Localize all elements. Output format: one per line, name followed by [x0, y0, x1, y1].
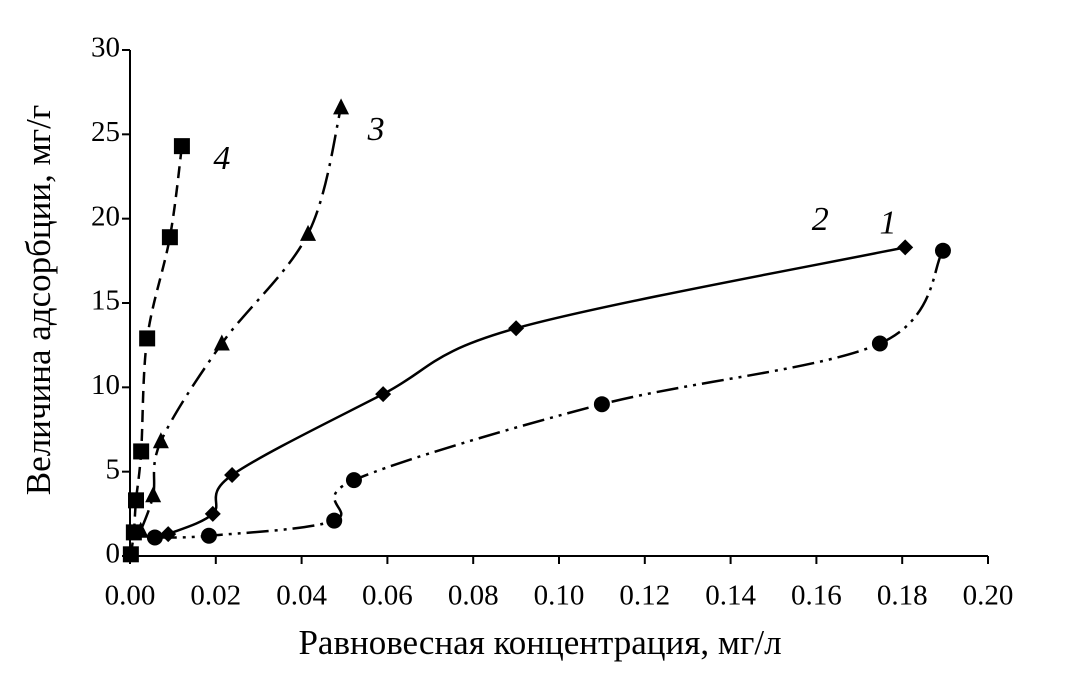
curve-label: 2 — [812, 201, 829, 238]
marker — [128, 492, 145, 509]
marker — [934, 242, 951, 259]
x-axis-title: Равновесная концентрация, мг/л — [298, 623, 781, 662]
curve-label: 1 — [879, 205, 896, 242]
y-axis-title: Величина адсорбции, мг/г — [19, 105, 58, 495]
marker — [139, 330, 156, 347]
x-tick-label: 0.20 — [963, 580, 1014, 612]
series-line — [154, 250, 945, 539]
marker — [213, 334, 230, 351]
marker — [375, 386, 392, 403]
marker — [122, 546, 139, 563]
marker — [160, 526, 177, 543]
marker — [300, 224, 317, 241]
marker — [146, 529, 163, 546]
marker — [145, 486, 162, 503]
marker — [333, 98, 350, 115]
marker — [326, 512, 343, 529]
marker — [125, 524, 142, 541]
marker — [897, 239, 914, 256]
x-tick-label: 0.02 — [190, 580, 241, 612]
x-tick-label: 0.12 — [619, 580, 670, 612]
marker — [204, 505, 221, 522]
y-tick-label: 15 — [91, 285, 120, 317]
y-tick-label: 30 — [91, 32, 120, 64]
x-tick-label: 0.18 — [877, 580, 928, 612]
y-tick-label: 5 — [106, 453, 121, 485]
marker — [345, 472, 362, 489]
y-tick-label: 25 — [91, 116, 120, 148]
x-tick-label: 0.14 — [705, 580, 756, 612]
marker — [161, 229, 178, 246]
marker — [152, 432, 169, 449]
series-line — [167, 246, 906, 536]
marker — [593, 396, 610, 413]
x-tick-label: 0.08 — [448, 580, 499, 612]
curve-label: 3 — [367, 111, 385, 148]
x-tick-label: 0.16 — [791, 580, 842, 612]
y-tick-label: 10 — [91, 369, 120, 401]
marker — [200, 527, 217, 544]
x-tick-label: 0.04 — [276, 580, 327, 612]
x-tick-label: 0.06 — [362, 580, 413, 612]
y-tick-label: 0 — [106, 538, 121, 570]
marker — [133, 443, 150, 460]
series-line — [139, 107, 343, 532]
x-tick-label: 0.00 — [105, 580, 156, 612]
marker — [224, 467, 241, 484]
x-tick-label: 0.10 — [534, 580, 585, 612]
curve-label: 4 — [213, 140, 230, 177]
marker — [508, 320, 525, 337]
marker — [871, 335, 888, 352]
marker — [173, 138, 190, 155]
y-tick-label: 20 — [91, 200, 120, 232]
